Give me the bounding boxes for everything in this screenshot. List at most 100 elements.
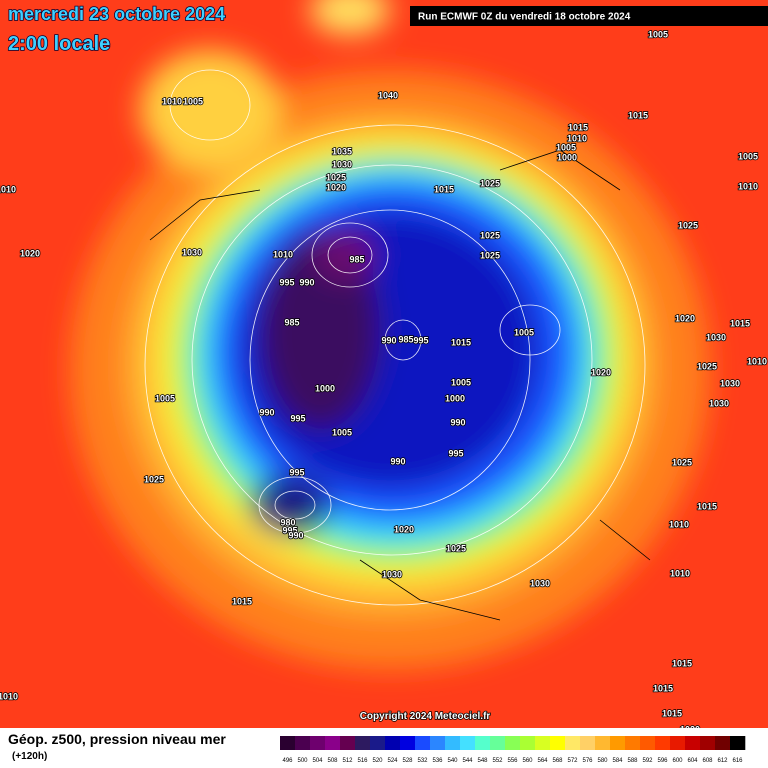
isobar-label: 1020 (20, 248, 40, 258)
isobar-label: 1005 (514, 327, 534, 337)
isobar-label: 1030 (530, 578, 550, 588)
isobar-label: 990 (381, 335, 396, 345)
isobar-label: 1005 (332, 427, 352, 437)
isobar-label: 1005 (183, 96, 203, 106)
time-title: 2:00 locale (8, 33, 110, 55)
colorbar-swatch (655, 736, 671, 750)
colorbar-label: 536 (432, 758, 443, 764)
colorbar-swatch (415, 736, 431, 750)
field-title: Géop. z500, pression niveau mer (8, 731, 226, 747)
isobar-label: 1025 (480, 230, 500, 240)
isobar-label: 1015 (730, 318, 750, 328)
isobar-label: 1025 (480, 178, 500, 188)
colorbar-swatch (685, 736, 701, 750)
colorbar-label: 576 (582, 758, 593, 764)
colorbar-swatch (520, 736, 536, 750)
isobar-label: 1010 (669, 519, 689, 529)
colorbar-label: 560 (522, 758, 533, 764)
colorbar-label: 540 (447, 758, 458, 764)
colorbar-swatch (325, 736, 341, 750)
isobar-label: 1010 (162, 96, 182, 106)
copyright: Copyright 2024 Meteociel.fr (360, 711, 491, 722)
colorbar-label: 588 (627, 758, 638, 764)
colorbar-label: 520 (372, 758, 383, 764)
isobar-label: 1025 (144, 474, 164, 484)
colorbar-label: 556 (507, 758, 518, 764)
run-box (410, 6, 768, 26)
colorbar-label: 592 (642, 758, 653, 764)
lead-time: (+120h) (12, 751, 47, 762)
isobar-label: 1025 (672, 457, 692, 467)
isobar-label: 1015 (451, 337, 471, 347)
isobar-label: 1010 (738, 181, 758, 191)
isobar-label: 1010 (0, 691, 18, 701)
colorbar-label: 612 (717, 758, 728, 764)
colorbar-swatch (610, 736, 626, 750)
colorbar-label: 580 (597, 758, 608, 764)
isobar-label: 1015 (672, 658, 692, 668)
colorbar-swatch (430, 736, 446, 750)
colorbar-swatch (670, 736, 686, 750)
colorbar-label: 544 (462, 758, 473, 764)
isobar-label: 1015 (232, 596, 252, 606)
isobar-label: 1015 (628, 110, 648, 120)
colorbar-swatch (490, 736, 506, 750)
isobar-label: 995 (279, 277, 294, 287)
colorbar-swatch (595, 736, 611, 750)
isobar-label: 1025 (697, 361, 717, 371)
colorbar-label: 504 (312, 758, 323, 764)
isobar-label: 1010 (567, 133, 587, 143)
isobar-label: 985 (349, 254, 364, 264)
colorbar-swatch (580, 736, 596, 750)
colorbar-label: 572 (567, 758, 578, 764)
isobar-label: 1010 (747, 356, 767, 366)
isobar-label: 1030 (382, 569, 402, 579)
isobar-label: 1030 (706, 332, 726, 342)
colorbar-swatch (370, 736, 386, 750)
isobar-label: 1025 (446, 543, 466, 553)
colorbar-swatch (475, 736, 491, 750)
isobar-label: 1000 (445, 393, 465, 403)
isobar-label: 1005 (451, 377, 471, 387)
isobar-label: 1010 (670, 568, 690, 578)
colorbar-label: 584 (612, 758, 623, 764)
colorbar-swatch (460, 736, 476, 750)
isobar-label: 995 (290, 413, 305, 423)
isobar-label: 1025 (678, 220, 698, 230)
isobar-label: 985 (398, 334, 413, 344)
colorbar-label: 508 (327, 758, 338, 764)
isobar-label: 990 (299, 277, 314, 287)
colorbar-swatch (505, 736, 521, 750)
colorbar-label: 524 (387, 758, 398, 764)
isobar-label: 1000 (315, 383, 335, 393)
isobar-label: 1010 (0, 184, 16, 194)
isobar-label: 985 (284, 317, 299, 327)
isobar-label: 1020 (326, 182, 346, 192)
colorbar-swatch (400, 736, 416, 750)
isobar-label: 995 (282, 525, 297, 535)
colorbar-swatch (340, 736, 356, 750)
isobar-label: 990 (259, 407, 274, 417)
colorbar-label: 500 (297, 758, 308, 764)
run-label: Run ECMWF 0Z du vendredi 18 octobre 2024 (418, 12, 631, 23)
isobar-label: 1015 (697, 501, 717, 511)
isobar-label: 995 (413, 335, 428, 345)
isobar-label: 1005 (556, 142, 576, 152)
isobar-label: 1015 (434, 184, 454, 194)
colorbar-label: 604 (687, 758, 698, 764)
isobar-label: 1025 (326, 172, 346, 182)
isobar-label: 1020 (591, 367, 611, 377)
isobar-label: 1005 (155, 393, 175, 403)
isobar-label: 1030 (709, 398, 729, 408)
isobar-label: 1030 (182, 247, 202, 257)
colorbar-swatch (295, 736, 311, 750)
isobar-label: 980 (280, 517, 295, 527)
isobar-label: 1035 (332, 146, 352, 156)
isobar-label: 990 (288, 530, 303, 540)
isobar-label: 1030 (720, 378, 740, 388)
isobar-label: 990 (390, 456, 405, 466)
isobar-label: 990 (450, 417, 465, 427)
colorbar-label: 516 (357, 758, 368, 764)
colorbar-swatch (445, 736, 461, 750)
